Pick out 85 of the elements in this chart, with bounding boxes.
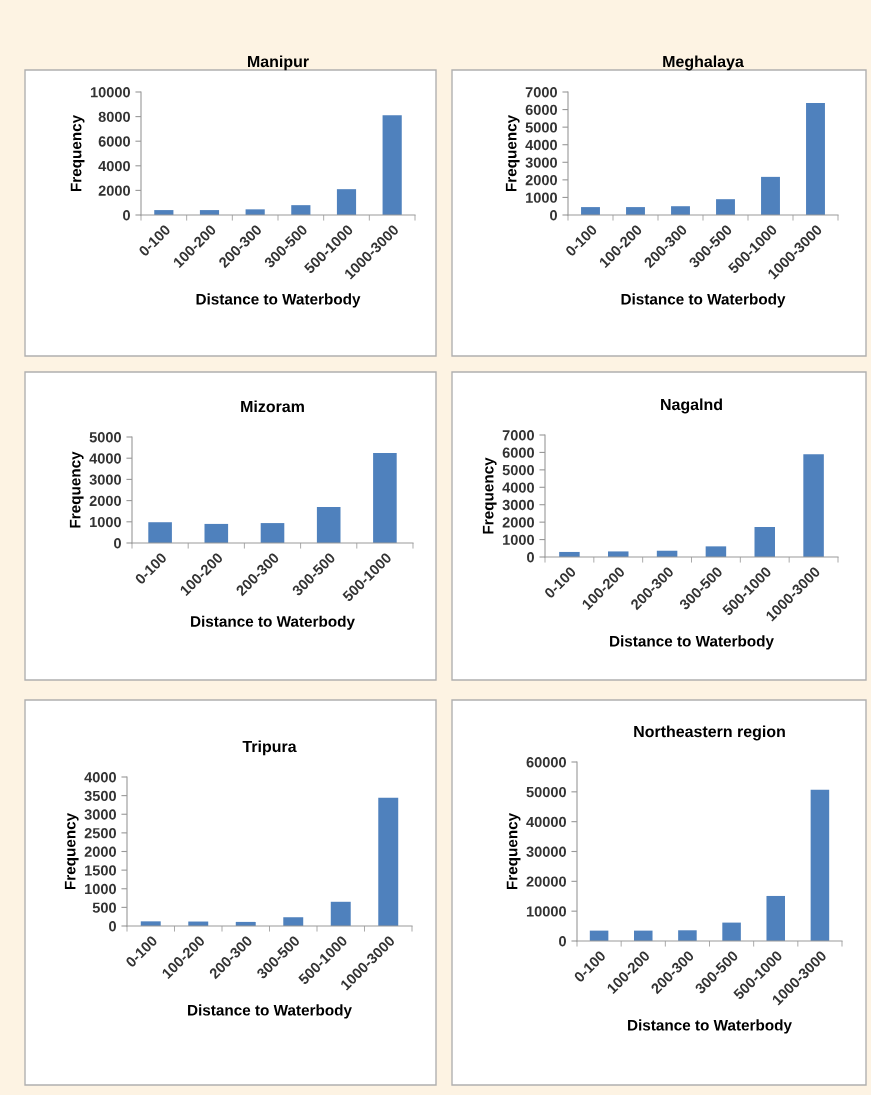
y-tick-label: 1000: [90, 516, 121, 528]
y-tick-label: 0: [559, 936, 566, 947]
y-tick-label: 10000: [526, 906, 566, 917]
y-tick-label: 2000: [525, 174, 557, 186]
y-tick-label: 6000: [525, 104, 557, 115]
y-tick-label: 3000: [502, 499, 534, 511]
bar: [382, 115, 402, 215]
y-tick-label: 4000: [98, 160, 130, 172]
y-tick-label: 6000: [98, 136, 130, 147]
y-axis-title: Frequency: [64, 812, 79, 890]
y-tick-label: 7000: [502, 430, 534, 441]
bar: [283, 917, 304, 926]
y-tick-label: 5000: [502, 464, 534, 476]
y-tick-label: 5000: [89, 432, 121, 443]
y-tick-label: 500: [92, 902, 116, 913]
chart-title: Meghalaya: [663, 55, 744, 71]
y-tick-label: 4000: [89, 453, 121, 464]
x-axis-title: Distance to Waterbody: [621, 293, 786, 308]
bar: [678, 930, 697, 941]
y-tick-label: 1000: [526, 192, 557, 203]
y-tick-label: 1500: [85, 865, 116, 876]
y-axis-title: Frequency: [505, 114, 520, 192]
chart-title: Manipur: [248, 55, 309, 71]
y-tick-label: 0: [114, 538, 121, 549]
y-axis-title: Frequency: [506, 812, 521, 890]
bar: [378, 797, 399, 926]
bar: [761, 176, 780, 215]
y-tick-label: 60000: [526, 757, 566, 768]
chart-title: Mizoram: [241, 400, 304, 413]
x-axis-title: Distance to Waterbody: [191, 615, 355, 630]
bar: [722, 922, 741, 941]
bar: [671, 206, 690, 215]
bar: [803, 454, 824, 557]
y-tick-label: 2000: [98, 185, 130, 196]
chart-title: Nagalnd: [661, 398, 722, 414]
y-tick-label: 1000: [503, 534, 534, 545]
bar: [204, 523, 229, 543]
bar: [330, 901, 351, 926]
bar: [705, 546, 727, 557]
chart-title: Tripura: [242, 740, 297, 756]
x-axis-title: Distance to Waterbody: [628, 1019, 792, 1034]
chart-title: Northeastern region: [634, 725, 785, 741]
y-tick-label: 0: [109, 921, 116, 932]
bar: [716, 199, 735, 215]
y-axis-title: Frequency: [70, 114, 85, 192]
bar: [810, 789, 830, 941]
y-tick-label: 0: [123, 210, 130, 221]
y-tick-label: 40000: [526, 816, 566, 828]
bar: [148, 522, 172, 543]
y-tick-label: 20000: [526, 876, 566, 887]
bar: [291, 205, 311, 215]
y-tick-label: 2000: [84, 846, 116, 857]
bar: [316, 506, 341, 543]
x-axis-title: Distance to Waterbody: [188, 1004, 352, 1019]
y-tick-label: 4000: [502, 482, 534, 493]
y-axis-title: Frequency: [69, 451, 84, 528]
bar: [607, 551, 629, 557]
y-tick-label: 6000: [502, 447, 534, 458]
y-tick-label: 7000: [525, 87, 557, 98]
y-axis-title: Frequency: [482, 457, 497, 534]
y-tick-label: 50000: [526, 786, 566, 798]
y-tick-label: 3000: [89, 474, 121, 485]
y-tick-label: 8000: [98, 111, 130, 123]
y-tick-label: 0: [550, 210, 557, 221]
y-tick-label: 0: [527, 552, 534, 563]
bar: [754, 527, 775, 557]
y-tick-label: 1000: [85, 883, 116, 895]
y-tick-label: 2500: [84, 827, 116, 839]
x-axis-title: Distance to Waterbody: [610, 635, 774, 650]
y-tick-label: 3000: [84, 809, 116, 820]
y-tick-label: 4000: [84, 772, 116, 783]
y-tick-label: 3000: [525, 157, 557, 168]
bar: [336, 189, 357, 215]
y-tick-label: 30000: [526, 846, 566, 857]
bar: [373, 452, 397, 543]
y-tick-label: 2000: [89, 495, 121, 507]
y-tick-label: 3500: [84, 790, 116, 802]
x-axis-title: Distance to Waterbody: [196, 293, 361, 308]
bar: [260, 523, 285, 543]
bar: [806, 103, 825, 215]
y-tick-label: 2000: [502, 517, 534, 528]
y-tick-label: 5000: [525, 122, 557, 133]
y-tick-label: 4000: [525, 139, 557, 151]
y-tick-label: 10000: [90, 87, 130, 98]
bar: [766, 895, 786, 941]
